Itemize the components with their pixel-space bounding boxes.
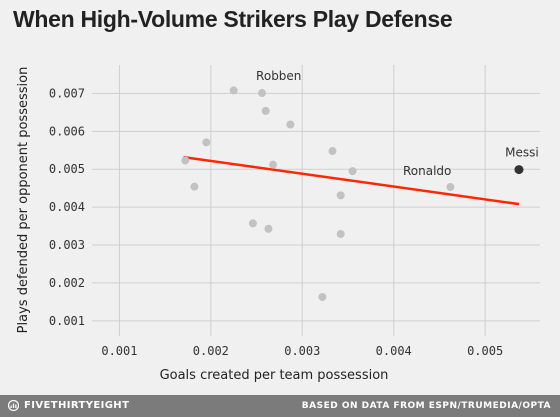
data-point [318,292,327,301]
data-point [269,160,278,169]
data-point [248,219,257,228]
y-tick-label: 0.006 [49,124,85,138]
fivethirtyeight-logo-icon [8,400,19,411]
trendline [183,155,520,206]
data-point [336,230,345,239]
y-tick-label: 0.002 [49,276,85,290]
data-point [229,86,238,95]
data-point [264,224,273,233]
x-tick-label: 0.002 [193,344,229,358]
point-labels: Robben Ronaldo Messi [256,69,539,178]
y-tick-label: 0.001 [49,314,85,328]
x-tick-label: 0.003 [284,344,320,358]
y-tick-label: 0.003 [49,238,85,252]
data-point [261,106,270,115]
data-point [336,191,345,200]
data-point [181,156,190,165]
data-source: BASED ON DATA FROM ESPN/TRUMEDIA/OPTA [301,401,551,411]
grid [92,65,540,336]
data-point [348,167,357,176]
footer-bar: FIVETHIRTYEIGHT BASED ON DATA FROM ESPN/… [0,395,560,417]
y-tick-label: 0.005 [49,162,85,176]
y-axis-title: Plays defended per opponent possession [16,67,31,334]
point-label: Messi [505,146,539,160]
y-tick-labels: 0.001 0.002 0.003 0.004 0.005 0.006 0.007 [49,86,85,327]
brand-name: FIVETHIRTYEIGHT [24,400,130,411]
data-point [286,120,295,129]
data-point [446,183,455,192]
data-point [202,138,211,147]
x-tick-label: 0.004 [376,344,412,358]
scatter-chart: 0.001 0.002 0.003 0.004 0.005 0.006 0.007 0.00… [16,65,540,383]
y-tick-label: 0.007 [49,86,85,100]
x-tick-labels: 0.001 0.002 0.003 0.004 0.005 [101,344,503,358]
y-tick-label: 0.004 [49,200,85,214]
chart-title: When High-Volume Strikers Play Defense [13,6,453,32]
point-label: Robben [256,69,301,83]
x-tick-label: 0.001 [101,344,137,358]
data-point [258,89,267,98]
data-point [328,147,337,156]
data-point [190,182,199,191]
highlighted-point [514,165,524,175]
x-tick-label: 0.005 [467,344,503,358]
brand: FIVETHIRTYEIGHT [8,400,129,411]
trendline-group [183,155,520,206]
x-axis-title: Goals created per team possession [160,368,389,383]
point-label: Ronaldo [403,164,451,178]
points-group [181,86,524,301]
